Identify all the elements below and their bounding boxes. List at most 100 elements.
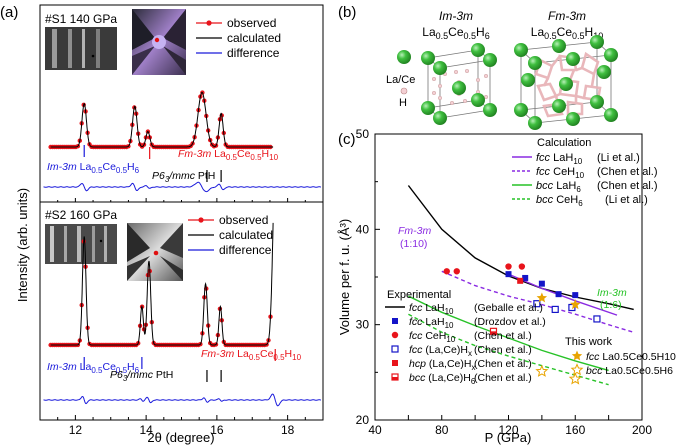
x-tick-label-c: 120 [498, 423, 518, 437]
exp-legend-item: hcp (La,Ce)Hx [409, 358, 475, 372]
structure-right-title: Fm-3m [548, 9, 586, 23]
annot-im3m: Im-3m [597, 287, 627, 299]
panel-a-ylabel: Intensity (arb. units) [15, 188, 30, 302]
x-axis-a: 12 14 16 18 [39, 198, 324, 437]
exp-legend-pre: bcc [409, 372, 426, 384]
data-point [518, 263, 526, 270]
diffraction-image-top [45, 27, 117, 70]
difference-line [43, 181, 321, 193]
data-point [536, 292, 548, 303]
exp-legend-item: fcc LaH10 [409, 316, 454, 330]
phase-label-bottom-pth: P63/mmc PtH [110, 369, 173, 383]
exp-legend-sub: x [471, 363, 475, 372]
exp-legend-marker [391, 345, 399, 353]
data-point [555, 291, 562, 298]
structure-im3m [421, 43, 497, 125]
calc-legend-item-0: fcc LaH10 [536, 152, 583, 166]
exp-legend-pre: fcc [409, 330, 423, 342]
exp-legend-ref: (Drozdov et al.) [474, 316, 546, 328]
curve-line [408, 295, 609, 372]
exp-legend-ref: (Chen et al.) [474, 372, 532, 384]
legend-bottom-difference: difference [219, 243, 272, 257]
exp-legend-pre: hcp [409, 358, 426, 370]
x-tick-label-a: 16 [210, 423, 224, 437]
exp-legend-ref: (Geballe et al.) [474, 302, 543, 314]
exp-legend-marker [392, 318, 398, 324]
x-tick-label-c: 40 [368, 423, 382, 437]
curve-line [407, 185, 634, 311]
legend-top-observed: observed [227, 16, 276, 30]
calc-legend-item-1: fcc CeH10 [536, 166, 585, 180]
phase-label-top-pth: P63/mmc PtH [152, 170, 215, 184]
exp-legend-item: fcc CeH10 [409, 330, 456, 344]
diffraction-image-bottom [45, 224, 117, 264]
phase-label-bottom-im3m: Im-3m La0.5Ce0.5H6 [47, 361, 140, 375]
data-point [551, 305, 559, 314]
calculated-line [50, 91, 274, 148]
panel-b-label: (b) [338, 4, 356, 21]
exp-legend-item: fcc LaH10 [409, 302, 454, 316]
data-point [533, 300, 541, 308]
x-axis-label-a: 2θ (degree) [147, 430, 214, 445]
exp-legend-name: (La,Ce)H [422, 344, 468, 356]
data-point-fill [490, 331, 497, 335]
y-tick-label-c: 40 [356, 222, 370, 236]
sample-label-bottom: #S2 160 GPa [45, 208, 117, 222]
x-tick-label-c: 160 [565, 423, 585, 437]
legend-top-calculated: calculated [227, 31, 281, 45]
calc-legend-title: Calculation [537, 137, 591, 149]
exp-legend-sub: 10 [445, 321, 454, 330]
data-point [505, 271, 512, 278]
exp-legend-name: CeH [422, 330, 446, 342]
data-point [570, 299, 581, 310]
sample-label-top: #S1 140 GPa [45, 12, 117, 26]
data-point [538, 280, 545, 287]
annot-fm3m: Fm-3m [398, 225, 431, 237]
exp-legend-title: Experimental [387, 289, 451, 301]
y-tick-label-c: 50 [356, 127, 370, 141]
y-axis-label-c: Volume per f. u. (Å³) [337, 219, 352, 335]
data-point [593, 315, 601, 323]
data-point [568, 372, 582, 385]
structure-left-title: Im-3m [439, 9, 473, 23]
lace-legend-label: La/Ce [386, 74, 415, 86]
x-tick-label-a: 14 [139, 423, 153, 437]
x-tick-label-a: 18 [281, 423, 295, 437]
sample-photo-bottom [127, 223, 183, 281]
data-point [505, 263, 512, 270]
this-work-legend-name: La0.5Ce0.5H6 [605, 365, 673, 377]
this-work-legend-item: bcc La0.5Ce0.5H6 [586, 365, 673, 377]
lace-atom-legend-icon [397, 50, 411, 64]
annot-im3m-ratio: (1:6) [600, 299, 622, 311]
exp-legend-ref: (Chen et al.) [474, 358, 532, 370]
data-point [535, 364, 549, 377]
difference-line [43, 393, 321, 407]
exp-legend-name: LaH [422, 316, 444, 328]
legend-bottom-observed: observed [219, 213, 268, 227]
exp-legend-name: LaH [422, 302, 444, 314]
exp-legend-marker-fill [392, 377, 398, 380]
data-point [443, 268, 450, 275]
exp-legend-sub: x [468, 349, 472, 358]
exp-legend-ref: (Chen et al.) [474, 344, 532, 356]
legend-bottom-calculated: calculated [219, 228, 273, 242]
legend-bottom: observed calculated difference [188, 213, 273, 257]
exp-legend-sub: 10 [445, 307, 454, 316]
phase-label-bottom-fm3m: Fm-3m La0.5Ce0.5H10 [201, 348, 302, 362]
exp-legend-pre: fcc [409, 302, 423, 314]
curve-line [441, 270, 634, 333]
data-point [517, 277, 524, 284]
calc-legend-item-2: bcc LaH6 [536, 180, 581, 194]
exp-legend-sub: 10 [446, 335, 455, 344]
exp-legend-item: bcc (La,Ce)H6 [409, 372, 476, 386]
calc-legend-ref-1: (Chen et al.) [597, 166, 658, 178]
phase-label-top-fm3m: Fm-3m La0.5Ce0.5H10 [178, 148, 279, 162]
exp-legend-marker [392, 360, 398, 366]
annot-fm3m-ratio: (1:10) [400, 238, 427, 250]
this-work-legend-pre: fcc [586, 351, 602, 363]
exp-legend-pre: fcc [409, 344, 423, 356]
h-legend-label: H [399, 97, 407, 109]
this-work-legend-pre: bcc [586, 365, 605, 377]
calculated-line [50, 222, 274, 346]
xrd-pattern-bottom [43, 222, 321, 407]
